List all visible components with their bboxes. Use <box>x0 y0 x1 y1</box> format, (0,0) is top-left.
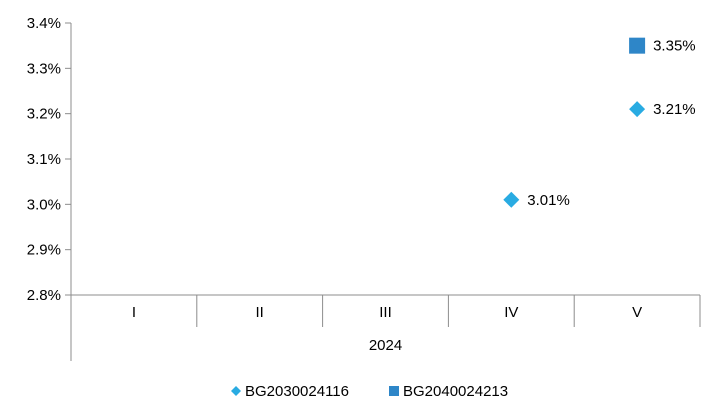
x-category-label: V <box>632 304 642 321</box>
axes <box>70 23 701 361</box>
y-tick-label: 3.0% <box>27 196 61 213</box>
x-category-label: II <box>256 304 264 321</box>
series-BG2040024213: 3.35% <box>629 37 696 55</box>
diamond-marker <box>629 101 646 118</box>
square-marker <box>629 37 646 54</box>
y-tick-label: 3.1% <box>27 151 61 168</box>
diamond-marker <box>503 191 520 208</box>
y-axis-ticks: 2.8% 2.9% 3.0% 3.1% 3.2% 3.3% 3.4% <box>27 15 71 304</box>
y-tick-label: 3.3% <box>27 60 61 77</box>
legend-item: BG2040024213 <box>389 383 508 400</box>
x-category-label: III <box>379 304 392 321</box>
data-label: 3.35% <box>653 38 696 55</box>
legend-label: BG2030024116 <box>245 383 349 400</box>
x-category-label: I <box>132 304 136 321</box>
data-label: 3.21% <box>653 101 696 118</box>
legend-item: BG2030024116 <box>231 383 349 400</box>
series-BG2030024116: 3.01% 3.21% <box>503 101 696 209</box>
square-marker <box>389 386 399 396</box>
y-tick-label: 3.2% <box>27 106 61 123</box>
legend-label: BG2040024213 <box>403 383 508 400</box>
x-category-label: IV <box>504 304 518 321</box>
y-tick-label: 3.4% <box>27 15 61 32</box>
y-tick-label: 2.9% <box>27 242 61 259</box>
x-axis-group-label: 2024 <box>369 337 402 354</box>
diamond-marker <box>231 386 241 396</box>
y-tick-label: 2.8% <box>27 287 61 304</box>
data-points: 3.01% 3.21% 3.35% <box>503 37 696 209</box>
x-axis-categories: I II III IV V <box>132 304 642 321</box>
legend: BG2030024116 BG2040024213 <box>231 383 508 400</box>
data-label: 3.01% <box>527 192 570 209</box>
